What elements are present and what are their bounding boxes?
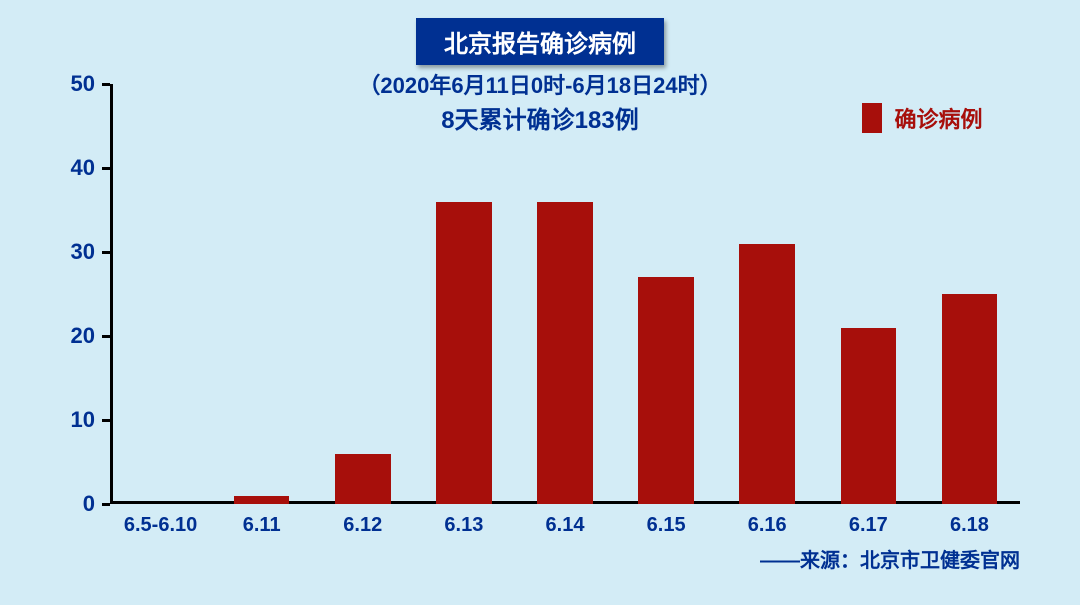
y-tick-mark [102,335,110,338]
bar [638,277,694,504]
bar [537,202,593,504]
x-tick-label: 6.5-6.10 [124,514,197,537]
x-tick-label: 6.17 [849,514,888,537]
y-tick-label: 20 [50,323,95,349]
plot-area: 010203040506.5-6.106.116.126.136.146.156… [110,84,1020,504]
y-tick-mark [102,503,110,506]
y-tick-label: 30 [50,239,95,265]
x-tick-label: 6.14 [546,514,585,537]
x-tick-label: 6.16 [748,514,787,537]
y-axis [110,84,113,504]
y-tick-mark [102,251,110,254]
source-attribution: ——来源：北京市卫健委官网 [760,544,1020,573]
bar [942,294,998,504]
chart-title-banner: 北京报告确诊病例 [416,18,664,65]
y-tick-label: 40 [50,155,95,181]
bar [841,328,897,504]
x-tick-label: 6.18 [950,514,989,537]
x-tick-label: 6.13 [444,514,483,537]
y-tick-label: 50 [50,71,95,97]
bar [335,454,391,504]
chart-container: 北京报告确诊病例 （2020年6月11日0时-6月18日24时） 8天累计确诊1… [0,0,1080,605]
y-tick-mark [102,83,110,86]
bar [234,496,290,504]
y-tick-label: 0 [50,491,95,517]
y-tick-mark [102,167,110,170]
x-tick-label: 6.11 [243,514,281,537]
x-tick-label: 6.12 [343,514,382,537]
x-tick-label: 6.15 [647,514,686,537]
chart-title: 北京报告确诊病例 [444,31,636,58]
bar [436,202,492,504]
y-tick-label: 10 [50,407,95,433]
bar [739,244,795,504]
y-tick-mark [102,419,110,422]
